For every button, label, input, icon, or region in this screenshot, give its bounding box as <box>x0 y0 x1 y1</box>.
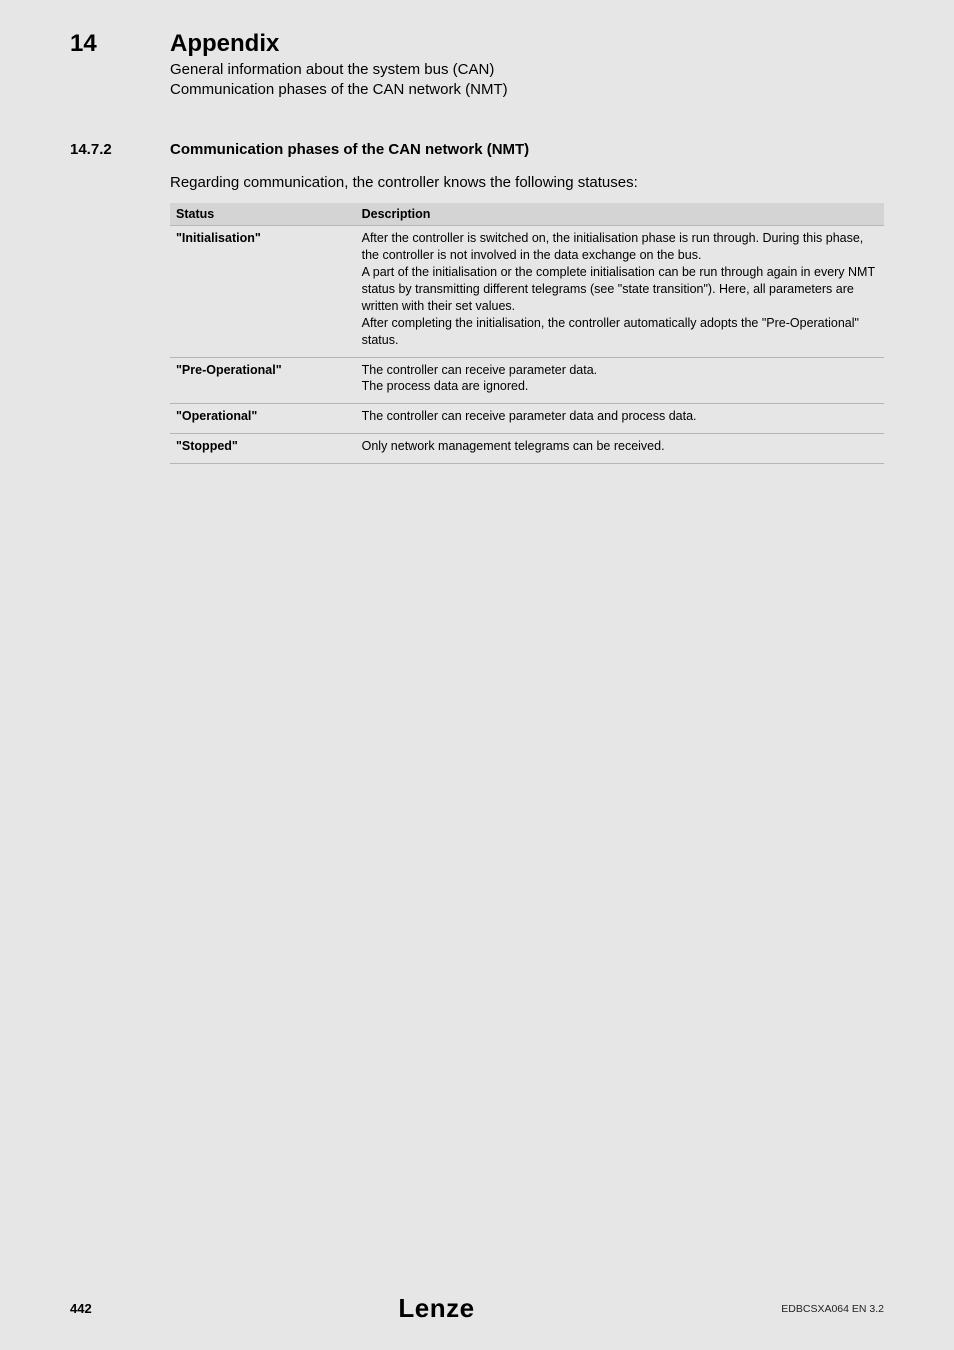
chapter-subtitle-1: General information about the system bus… <box>170 60 884 80</box>
description-cell: Only network management telegrams can be… <box>356 434 884 464</box>
status-cell: "Pre-Operational" <box>170 357 356 404</box>
table-header-status: Status <box>170 203 356 226</box>
chapter-title: Appendix <box>170 30 884 58</box>
chapter-header: 14 Appendix General information about th… <box>70 30 884 101</box>
page: 14 Appendix General information about th… <box>0 0 954 1350</box>
brand-logo: Lenze <box>398 1293 474 1324</box>
section-heading: 14.7.2 Communication phases of the CAN n… <box>70 141 884 158</box>
chapter-number: 14 <box>70 30 170 58</box>
status-cell: "Stopped" <box>170 434 356 464</box>
table-row: "Pre-Operational" The controller can rec… <box>170 357 884 404</box>
footer: 442 Lenze EDBCSXA064 EN 3.2 <box>70 1293 884 1324</box>
table-row: "Operational" The controller can receive… <box>170 404 884 434</box>
table-body: "Initialisation" After the controller is… <box>170 226 884 464</box>
description-cell: The controller can receive parameter dat… <box>356 357 884 404</box>
status-table: Status Description "Initialisation" Afte… <box>170 203 884 465</box>
status-cell: "Initialisation" <box>170 226 356 357</box>
description-cell: After the controller is switched on, the… <box>356 226 884 357</box>
chapter-subtitle-2: Communication phases of the CAN network … <box>170 80 884 100</box>
intro-text: Regarding communication, the controller … <box>170 172 884 193</box>
table-row: "Initialisation" After the controller is… <box>170 226 884 357</box>
table-header-row: Status Description <box>170 203 884 226</box>
page-number: 442 <box>70 1301 92 1316</box>
status-cell: "Operational" <box>170 404 356 434</box>
description-cell: The controller can receive parameter dat… <box>356 404 884 434</box>
document-id: EDBCSXA064 EN 3.2 <box>781 1303 884 1315</box>
section-title: Communication phases of the CAN network … <box>170 141 529 158</box>
section-number: 14.7.2 <box>70 141 170 158</box>
table-row: "Stopped" Only network management telegr… <box>170 434 884 464</box>
chapter-title-block: Appendix General information about the s… <box>170 30 884 101</box>
table-header-description: Description <box>356 203 884 226</box>
